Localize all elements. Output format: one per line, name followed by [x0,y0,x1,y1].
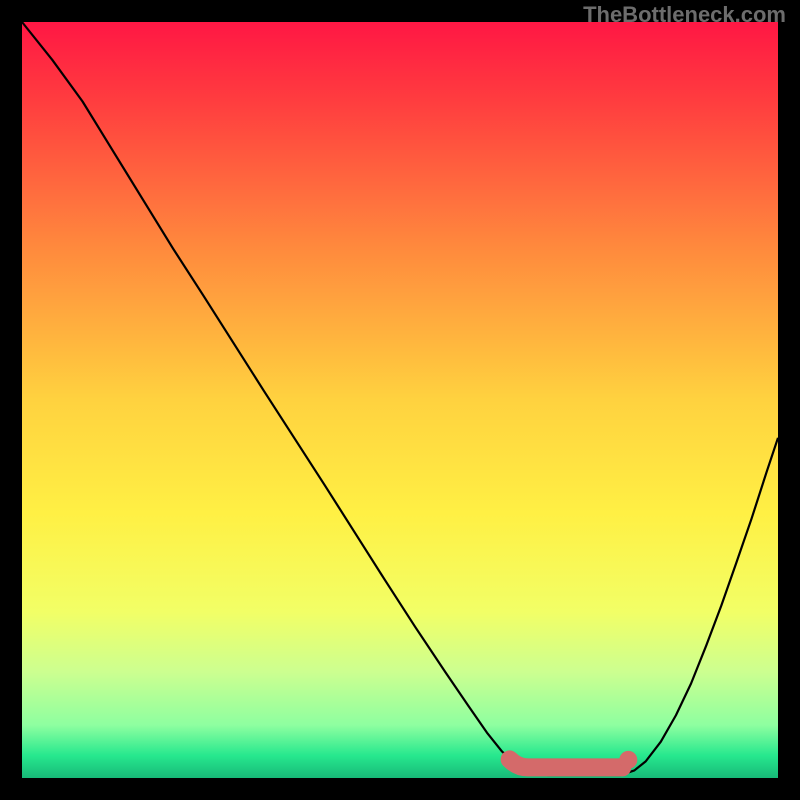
plot-area [22,22,778,778]
bottom-band-end-dot [619,751,637,769]
chart-container: TheBottleneck.com [0,0,800,800]
bottleneck-curve [22,22,778,775]
bottom-band-line [510,759,623,767]
curve-layer [22,22,778,778]
watermark-text: TheBottleneck.com [583,2,786,28]
